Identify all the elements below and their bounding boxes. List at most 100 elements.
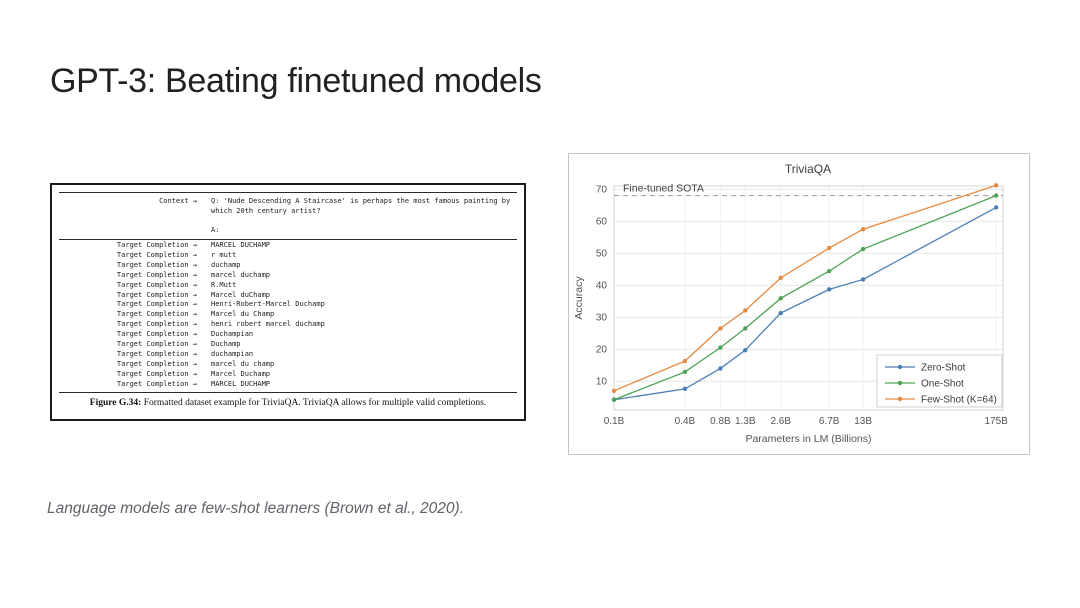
legend-label: One-Shot	[921, 379, 964, 390]
x-tick-label: 2.6B	[770, 416, 791, 427]
target-completion-label: Target Completion →	[116, 300, 197, 309]
target-completion-label: Target Completion →	[116, 260, 197, 269]
target-completion-value: Marcel duChamp	[211, 290, 271, 299]
legend-box	[876, 354, 1003, 408]
target-completion-label: Target Completion →	[116, 250, 197, 259]
context-value: Q: 'Nude Descending A Staircase' is perh…	[211, 196, 519, 235]
target-completion-value: Henri-Robert-Marcel Duchamp	[211, 300, 325, 309]
series-point-One-Shot	[611, 397, 617, 402]
series-line-Few-Shot (K=64)	[613, 184, 997, 392]
target-completion-row: Target Completion → henri robert marcel d…	[57, 320, 519, 330]
target-completion-label: Target Completion →	[116, 320, 197, 329]
series-point-Few-Shot (K=64)	[826, 245, 832, 251]
target-completion-row: Target Completion → Marcel duChamp	[57, 291, 519, 301]
target-completion-value: duchampian	[211, 349, 254, 358]
figure-caption-text: Formatted dataset example for TriviaQA. …	[143, 397, 487, 408]
series-point-Zero-Shot	[860, 277, 866, 282]
target-completion-value: Duchampian	[211, 330, 254, 339]
x-axis-label: Parameters in LM (Billions)	[745, 433, 871, 445]
target-completion-value: R.Mutt	[211, 280, 237, 289]
x-tick-label: 6.7B	[819, 416, 840, 427]
legend-label: Few-Shot (K=64)	[921, 395, 997, 406]
target-completion-label: Target Completion →	[116, 359, 197, 368]
target-completion-value: henri robert marcel duchamp	[211, 320, 325, 329]
target-completion-value: duchamp	[211, 260, 241, 269]
context-label: Context →	[159, 197, 197, 205]
target-completion-value: MARCEL DUCHAMP	[211, 241, 271, 249]
series-point-Few-Shot (K=64)	[778, 275, 783, 281]
citation: Language models are few-shot learners (B…	[47, 500, 465, 517]
y-tick-label: 20	[596, 345, 608, 356]
series-point-Few-Shot (K=64)	[743, 308, 748, 313]
target-completion-label: Target Completion →	[116, 330, 197, 339]
series-point-Zero-Shot	[743, 347, 748, 353]
target-completion-row: Target Completion → duchampian	[57, 350, 519, 360]
series-point-One-Shot	[860, 246, 866, 252]
target-completion-label: Target Completion →	[116, 310, 197, 319]
x-tick-label: 13B	[854, 416, 872, 427]
triviaqa-chart-panel: TriviaQA 10 20 30 40 50 60 70 Accuracy 0.1B 0.4B 0…	[568, 153, 1030, 455]
target-completion-row: Target Completion → Marcel du Champ	[57, 310, 519, 320]
dataset-example-figure: Context → Q: 'Nude Descending A Staircas…	[50, 183, 526, 421]
series-point-Zero-Shot	[718, 366, 723, 371]
plot-border	[613, 185, 1004, 411]
target-completion-value: Marcel Duchamp	[211, 369, 271, 378]
series-point-Few-Shot (K=64)	[718, 326, 723, 331]
y-tick-label: 30	[596, 313, 608, 324]
legend-marker	[897, 380, 903, 386]
x-tick-label: 0.1B	[604, 416, 625, 427]
target-completion-row: Target Completion → Marcel Duchamp	[57, 370, 519, 380]
series-point-One-Shot	[718, 345, 723, 350]
target-completion-label: Target Completion →	[116, 280, 197, 289]
series-point-Zero-Shot	[826, 287, 832, 292]
target-completion-value: marcel duchamp	[211, 270, 271, 279]
triviaqa-chart: 10 20 30 40 50 60 70 Accuracy 0.1B 0.4B 0.8B 1.3B 2.…	[573, 183, 1008, 445]
legend-marker	[897, 364, 903, 370]
target-completion-row: Target Completion → duchamp	[57, 261, 519, 271]
series-point-Few-Shot (K=64)	[860, 227, 866, 232]
series-line-Zero-Shot	[613, 206, 997, 401]
series-point-One-Shot	[993, 193, 999, 198]
legend-marker	[897, 396, 903, 402]
y-tick-label: 50	[596, 249, 608, 260]
x-tick-label: 0.8B	[710, 416, 731, 427]
target-completion-value: r mutt	[211, 250, 237, 259]
figure-rule-bottom	[59, 391, 517, 393]
target-completion-row: Target Completion → r mutt	[57, 251, 519, 261]
x-tick-label: 0.4B	[675, 416, 696, 427]
target-completion-value: Duchamp	[211, 340, 241, 349]
target-completion-label: Target Completion →	[116, 369, 197, 378]
series-line-One-Shot	[613, 194, 997, 401]
series-point-Few-Shot (K=64)	[682, 358, 688, 364]
target-completion-label: Target Completion →	[116, 349, 197, 358]
context-row: Context → Q: 'Nude Descending A Staircas…	[57, 193, 519, 239]
series-point-Zero-Shot	[682, 386, 688, 392]
y-axis-label: Accuracy	[573, 276, 585, 320]
y-tick-label: 10	[596, 377, 608, 388]
y-tick-label: 70	[596, 185, 608, 196]
figure-caption-label: Figure G.34:	[89, 397, 142, 408]
target-completion-row: Target Completion → Henri-Robert-Marcel D…	[57, 300, 519, 310]
series-point-Few-Shot (K=64)	[611, 388, 617, 393]
target-completions-list: Target Completion → MARCEL DUCHAMP Target …	[57, 240, 519, 392]
target-completion-row: Target Completion → marcel du champ	[57, 360, 519, 370]
legend-label: Zero-Shot	[921, 363, 966, 374]
answer-prefix: A:	[211, 226, 220, 234]
target-completion-label: Target Completion →	[116, 270, 197, 279]
x-tick-label: 175B	[984, 416, 1008, 427]
target-completion-row: Target Completion → MARCEL DUCHAMP	[57, 241, 519, 251]
target-completion-label: Target Completion →	[116, 241, 197, 249]
y-tick-label: 40	[596, 281, 608, 292]
target-completion-label: Target Completion →	[116, 340, 197, 349]
slide-title: GPT-3: Beating finetuned models	[50, 62, 542, 100]
series-point-One-Shot	[826, 268, 832, 274]
figure-rule-top	[59, 192, 517, 193]
series-point-Zero-Shot	[993, 205, 999, 210]
series-point-One-Shot	[743, 326, 748, 331]
y-tick-label: 60	[596, 217, 608, 228]
target-completion-row: Target Completion → Duchampian	[57, 330, 519, 340]
x-tick-label: 1.3B	[735, 416, 756, 427]
series-point-One-Shot	[778, 296, 783, 301]
chart-title: TriviaQA	[784, 162, 832, 176]
